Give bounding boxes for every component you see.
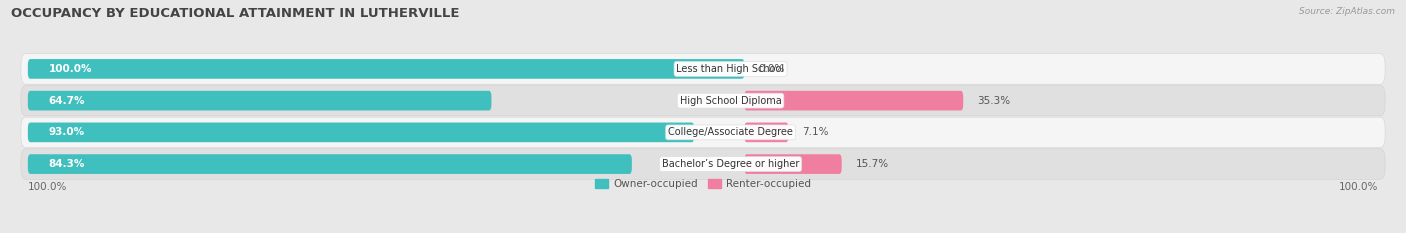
FancyBboxPatch shape <box>28 123 695 142</box>
Text: 84.3%: 84.3% <box>48 159 84 169</box>
Text: OCCUPANCY BY EDUCATIONAL ATTAINMENT IN LUTHERVILLE: OCCUPANCY BY EDUCATIONAL ATTAINMENT IN L… <box>11 7 460 20</box>
FancyBboxPatch shape <box>21 149 1385 179</box>
Text: 64.7%: 64.7% <box>48 96 84 106</box>
Text: 100.0%: 100.0% <box>28 182 67 192</box>
FancyBboxPatch shape <box>28 154 631 174</box>
FancyBboxPatch shape <box>21 54 1385 84</box>
FancyBboxPatch shape <box>744 91 963 110</box>
FancyBboxPatch shape <box>21 86 1385 116</box>
Text: 93.0%: 93.0% <box>48 127 84 137</box>
Text: 100.0%: 100.0% <box>1339 182 1378 192</box>
FancyBboxPatch shape <box>21 117 1385 147</box>
Text: 35.3%: 35.3% <box>977 96 1010 106</box>
FancyBboxPatch shape <box>744 123 789 142</box>
Text: Bachelor’s Degree or higher: Bachelor’s Degree or higher <box>662 159 799 169</box>
Text: College/Associate Degree: College/Associate Degree <box>668 127 793 137</box>
Text: Less than High School: Less than High School <box>676 64 785 74</box>
Text: 15.7%: 15.7% <box>855 159 889 169</box>
Legend: Owner-occupied, Renter-occupied: Owner-occupied, Renter-occupied <box>591 175 815 193</box>
Text: 0.0%: 0.0% <box>758 64 785 74</box>
Text: Source: ZipAtlas.com: Source: ZipAtlas.com <box>1299 7 1395 16</box>
Text: 100.0%: 100.0% <box>48 64 91 74</box>
Text: High School Diploma: High School Diploma <box>679 96 782 106</box>
FancyBboxPatch shape <box>28 59 744 79</box>
FancyBboxPatch shape <box>744 154 842 174</box>
Text: 7.1%: 7.1% <box>803 127 828 137</box>
FancyBboxPatch shape <box>28 91 492 110</box>
